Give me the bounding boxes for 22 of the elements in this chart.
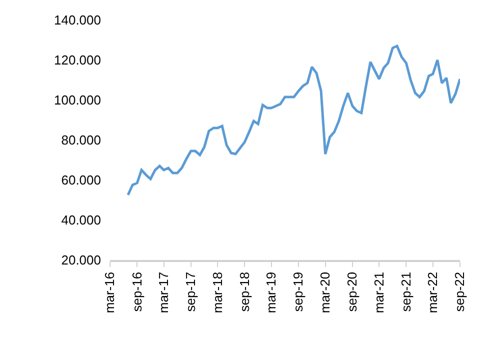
x-tick-label: mar-16 <box>102 272 118 314</box>
x-tick-label: sep-21 <box>398 272 414 312</box>
x-tick-label: sep-19 <box>290 272 306 312</box>
x-tick-label: sep-18 <box>236 272 252 312</box>
y-tick-label: 120.000 <box>54 52 101 68</box>
x-tick-label: mar-18 <box>210 272 225 314</box>
x-tick-label: mar-21 <box>371 272 386 314</box>
x-tick-label: sep-22 <box>452 272 468 312</box>
x-tick-label: mar-20 <box>318 272 333 314</box>
y-tick-label: 80.000 <box>61 132 101 148</box>
y-tick-label: 20.000 <box>61 252 101 268</box>
y-tick-label: 100.000 <box>54 92 101 108</box>
line-series <box>126 44 460 196</box>
x-tick-label: mar-17 <box>156 272 172 314</box>
y-tick-label: 60.000 <box>61 172 101 188</box>
y-tick-label: 140.000 <box>54 12 101 28</box>
x-tick-label: mar-19 <box>264 272 279 314</box>
x-tick-label: sep-20 <box>344 272 360 312</box>
x-tick-label: sep-17 <box>183 272 198 312</box>
y-tick-label: 40.000 <box>61 212 101 228</box>
x-tick-label: sep-16 <box>129 272 144 312</box>
x-tick-label: mar-22 <box>425 272 440 314</box>
